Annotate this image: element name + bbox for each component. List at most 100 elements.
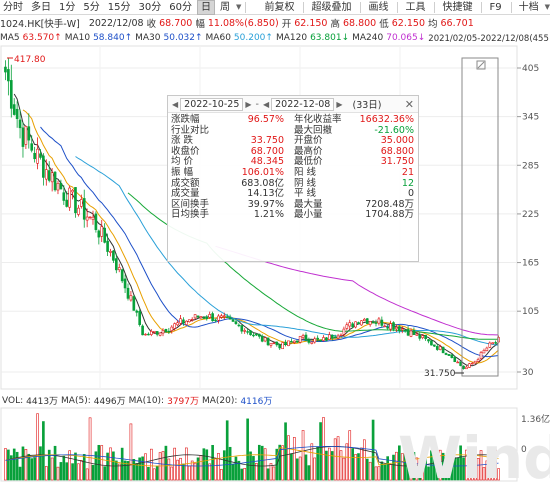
volume-bar <box>234 456 238 481</box>
tab-30min[interactable]: 30分 <box>138 1 162 13</box>
f9-button[interactable]: F9 <box>489 1 502 13</box>
volume-bar <box>4 448 7 481</box>
volume-bar <box>424 447 427 481</box>
volume-bar <box>374 466 378 481</box>
stats-row: 均 价 48.345 最低价 31.750 <box>168 157 418 168</box>
candle-body <box>357 322 360 325</box>
tab-5min[interactable]: 5分 <box>83 1 100 13</box>
volume-bar <box>132 458 136 481</box>
candle-body <box>27 126 31 141</box>
candle-body <box>115 258 118 271</box>
draw-line-button[interactable]: 画线 <box>368 1 389 13</box>
candle-body <box>21 127 25 147</box>
volume-bar <box>24 449 28 481</box>
overlay-button[interactable]: 超级叠加 <box>311 1 352 13</box>
candle-body <box>325 337 328 341</box>
prev-range-arrow-icon[interactable]: ◀ <box>172 99 179 109</box>
volume-ma-line <box>5 445 499 467</box>
candle-body <box>260 335 264 342</box>
chevron-down-icon[interactable]: ▼ <box>235 3 242 11</box>
toolbar-divider <box>360 1 362 13</box>
high-price-label: 417.80 <box>14 55 46 65</box>
candle-body <box>65 199 69 207</box>
high-value: 68.800 <box>342 17 377 29</box>
stats-value: 1.21% <box>253 209 284 221</box>
tab-1min[interactable]: 1分 <box>59 1 76 13</box>
zoom-handle-icon[interactable] <box>476 60 486 70</box>
volume-legend: VOL: 4413万 MA(5): 4496万 MA(10): 3797万 MA… <box>0 394 550 408</box>
volume-bar <box>65 462 69 481</box>
volume-bar <box>82 454 86 481</box>
candle-body <box>255 333 258 336</box>
volume-bar <box>263 448 267 481</box>
open-value: 62.150 <box>294 17 328 29</box>
candle-body <box>395 326 398 330</box>
volume-bar <box>360 447 363 481</box>
volume-bar <box>272 466 276 481</box>
stats-row: 成交量 14.13亿平 线 0 <box>168 189 418 200</box>
start-date-field[interactable]: 2022-10-25 <box>180 97 244 111</box>
volume-bar <box>18 466 22 481</box>
volume-bar <box>187 465 191 481</box>
candle-body <box>56 183 60 191</box>
quote-date: 2022/12/08 <box>88 17 144 29</box>
volume-bar <box>214 457 217 481</box>
volume-bar <box>342 457 346 481</box>
volume-bar <box>179 457 182 481</box>
tab-15min[interactable]: 15分 <box>107 1 131 13</box>
shortcut-button[interactable]: 快捷键 <box>442 1 473 13</box>
candle-body <box>380 319 384 326</box>
candle-body <box>319 339 322 342</box>
candle-body <box>7 69 10 82</box>
next-end-arrow-icon[interactable]: ▶ <box>336 99 343 109</box>
candle-body <box>185 320 188 325</box>
stats-row: 收盘价 68.700 最高价 68.800 <box>168 145 418 158</box>
candle-body <box>30 143 34 151</box>
end-date-field[interactable]: 2022-12-08 <box>271 97 335 111</box>
date-range: 2021/02/05-2022/12/08(455日) <box>428 33 550 44</box>
candle-body <box>208 314 212 318</box>
volume-bar <box>307 465 311 481</box>
candle-body <box>88 216 92 219</box>
prev-end-arrow-icon[interactable]: ◀ <box>262 99 270 109</box>
candle-body <box>476 359 480 362</box>
low-value: 62.150 <box>391 17 425 29</box>
next-range-arrow-icon[interactable]: ▶ <box>245 99 252 109</box>
tab-multiday[interactable]: 多日 <box>31 1 51 13</box>
tab-intraday[interactable]: 分时 <box>3 1 23 13</box>
volume-bar <box>231 463 235 481</box>
tab-60min[interactable]: 60分 <box>169 1 192 13</box>
volume-bar <box>211 444 214 481</box>
candle-body <box>15 108 19 120</box>
candle-body <box>179 318 182 324</box>
candle-body <box>234 321 238 324</box>
chevron-down-icon[interactable]: ▼ <box>544 3 550 11</box>
stats-value: 68.700 <box>250 145 284 157</box>
volume-bar <box>316 446 319 481</box>
candle-body <box>193 314 197 319</box>
toolbar-divider <box>303 1 305 13</box>
candle-body <box>430 340 433 346</box>
tools-button[interactable]: 工具 <box>405 1 426 13</box>
close-icon[interactable]: ✕ <box>404 97 414 111</box>
price-axis-label: 405 <box>522 64 539 74</box>
candle-body <box>494 342 497 344</box>
volume-ma-line <box>5 445 499 467</box>
volume-bar <box>240 468 244 481</box>
volume-bar <box>199 455 203 481</box>
level10-button[interactable]: 十档 <box>518 1 539 13</box>
range-selection-box[interactable] <box>461 57 499 377</box>
tab-weekly[interactable]: 周 <box>219 1 230 13</box>
candle-body <box>106 240 109 252</box>
volume-bar <box>304 454 308 481</box>
stats-label: 最大量 <box>294 198 323 210</box>
candle-body <box>470 362 474 365</box>
tab-daily[interactable]: 日 <box>196 0 215 15</box>
stats-label: 均 价 <box>171 156 194 168</box>
candle-body <box>330 334 334 339</box>
candle-body <box>39 153 42 158</box>
candle-body <box>94 213 98 230</box>
volume-bar <box>392 454 395 481</box>
adjust-button[interactable]: 前复权 <box>264 1 295 13</box>
price-axis-label: 345 <box>522 113 539 123</box>
